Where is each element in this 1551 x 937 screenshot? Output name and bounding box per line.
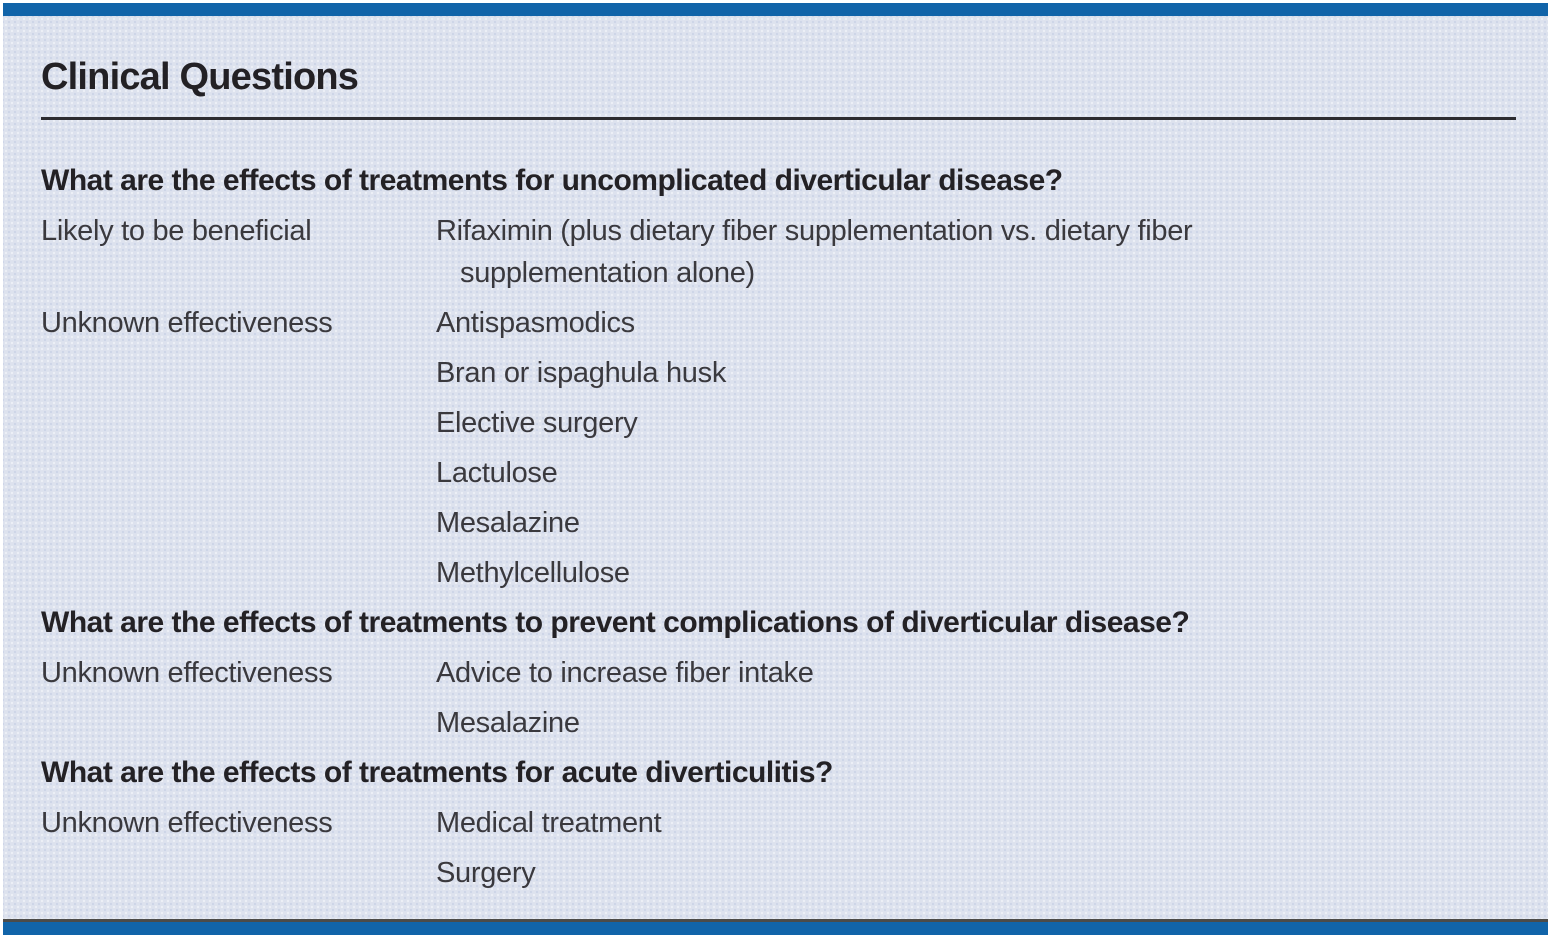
category-row: Unknown effectiveness Medical treatment … <box>41 802 1513 894</box>
treatment-list: Rifaximin (plus dietary fiber supplement… <box>436 210 1366 294</box>
treatment-item: Antispasmodics <box>436 307 635 339</box>
category-rows: Unknown effectiveness Advice to increase… <box>41 652 1513 744</box>
question-section: What are the effects of treatments to pr… <box>41 602 1513 744</box>
question-section: What are the effects of treatments for u… <box>41 160 1513 594</box>
treatment-item: Surgery <box>436 857 536 889</box>
top-accent-bar <box>3 3 1548 16</box>
treatment-item: Mesalazine <box>436 707 580 739</box>
treatment-item: Elective surgery <box>436 407 638 439</box>
title-divider <box>41 117 1516 120</box>
clinical-questions-panel: Clinical Questions What are the effects … <box>3 3 1548 935</box>
treatment-item: Mesalazine <box>436 507 580 539</box>
category-label: Unknown effectiveness <box>41 307 333 339</box>
category-label: Likely to be beneficial <box>41 215 312 247</box>
question-heading: What are the effects of treatments for a… <box>41 756 833 789</box>
category-label: Unknown effectiveness <box>41 657 333 689</box>
treatment-list: Advice to increase fiber intake Mesalazi… <box>436 652 1366 744</box>
category-label: Unknown effectiveness <box>41 807 333 839</box>
treatment-item: Rifaximin (plus dietary fiber supplement… <box>436 215 1193 289</box>
treatment-item: Medical treatment <box>436 807 662 839</box>
question-heading: What are the effects of treatments for u… <box>41 164 1063 197</box>
category-rows: Likely to be beneficial Rifaximin (plus … <box>41 210 1513 594</box>
treatment-item: Methylcellulose <box>436 557 630 589</box>
category-row: Likely to be beneficial Rifaximin (plus … <box>41 210 1513 294</box>
category-row: Unknown effectiveness Advice to increase… <box>41 652 1513 744</box>
treatment-item: Bran or ispaghula husk <box>436 357 727 389</box>
question-heading: What are the effects of treatments to pr… <box>41 606 1190 639</box>
treatment-list: Antispasmodics Bran or ispaghula husk El… <box>436 302 1366 594</box>
treatment-item: Lactulose <box>436 457 558 489</box>
panel-title: Clinical Questions <box>41 56 359 98</box>
bottom-accent-bar <box>3 919 1548 935</box>
question-sections: What are the effects of treatments for u… <box>41 160 1513 894</box>
treatment-list: Medical treatment Surgery <box>436 802 1366 894</box>
treatment-item: Advice to increase fiber intake <box>436 657 814 689</box>
category-row: Unknown effectiveness Antispasmodics Bra… <box>41 302 1513 594</box>
panel-content: Clinical Questions What are the effects … <box>3 16 1548 919</box>
question-section: What are the effects of treatments for a… <box>41 752 1513 894</box>
category-rows: Unknown effectiveness Medical treatment … <box>41 802 1513 894</box>
